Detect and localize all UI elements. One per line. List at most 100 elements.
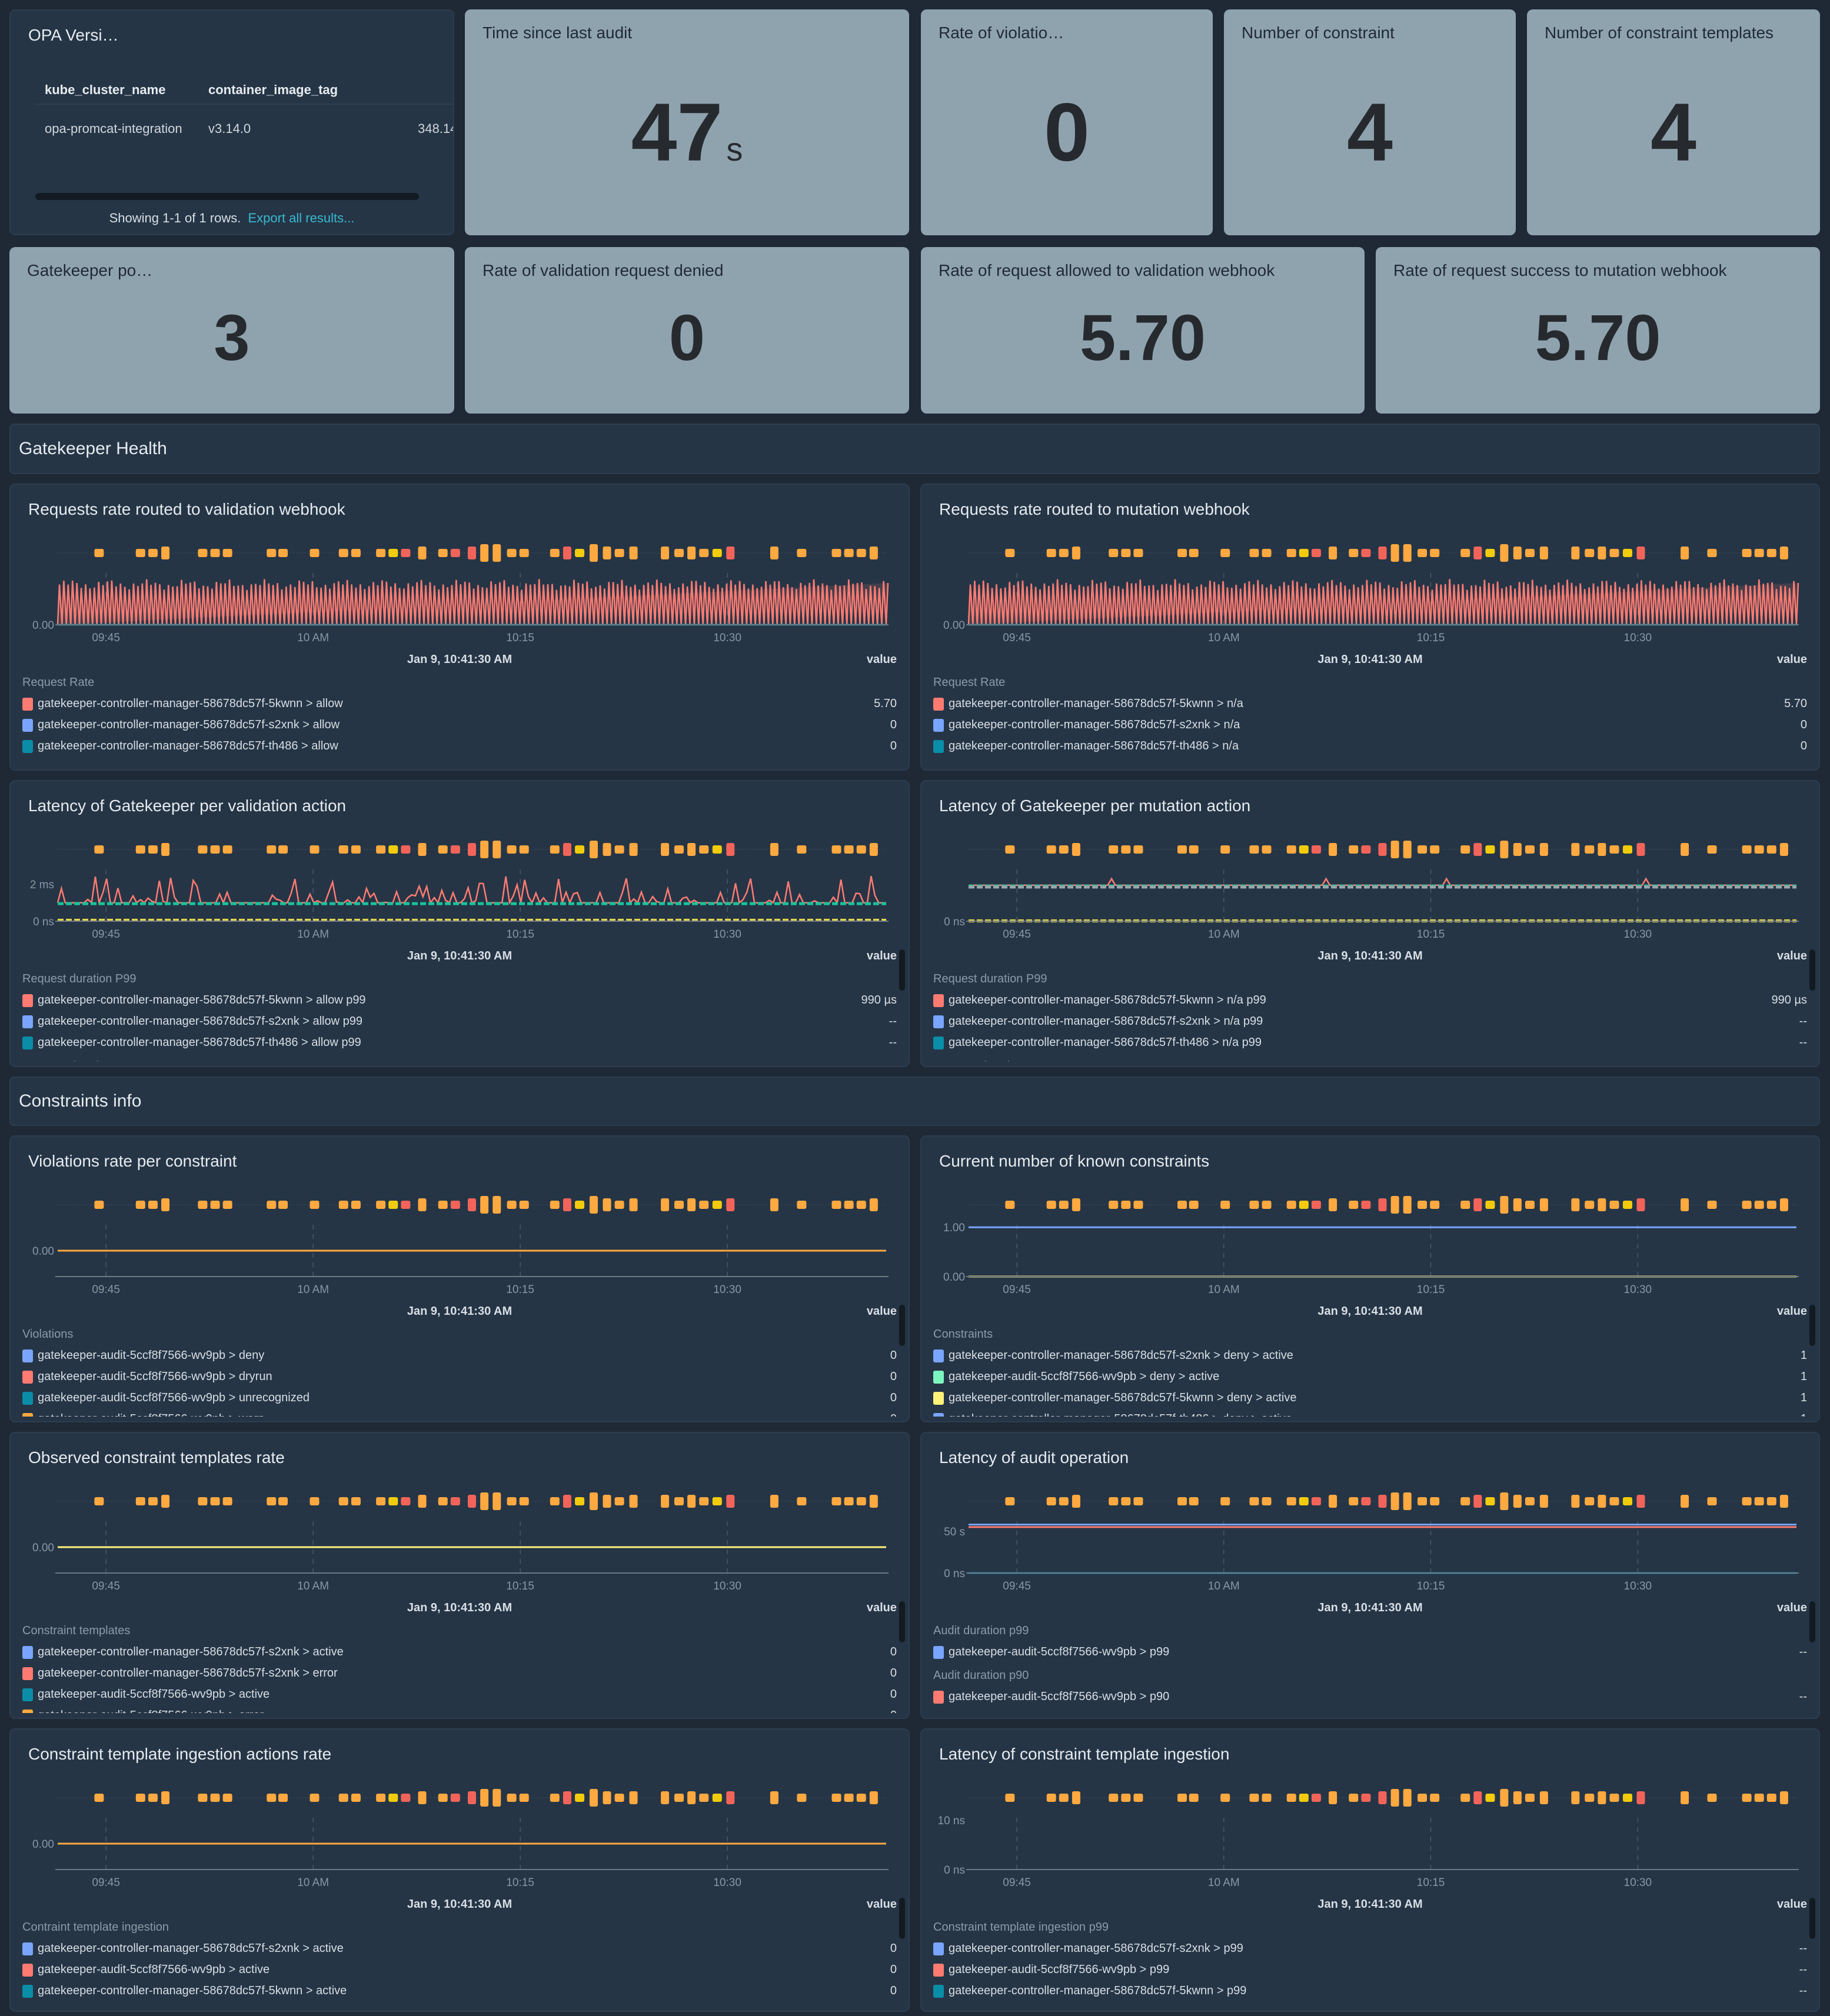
legend-item[interactable]: gatekeeper-controller-manager-58678dc57f… <box>933 1408 1807 1417</box>
annotation-marker <box>1485 549 1495 557</box>
legend-item[interactable]: gatekeeper-audit-5ccf8f7566-wv9pb > p99 -… <box>933 1959 1807 1980</box>
legend-item[interactable]: gatekeeper-controller-manager-58678dc57f… <box>22 1938 897 1959</box>
annotation-marker <box>1622 549 1632 557</box>
legend-item[interactable]: gatekeeper-controller-manager-58678dc57f… <box>933 1032 1807 1053</box>
annotation-marker <box>1361 845 1371 854</box>
legend-scrollbar[interactable] <box>1809 1601 1815 1642</box>
legend-value-header[interactable]: value <box>1776 653 1807 666</box>
legend-item[interactable]: gatekeeper-audit-5ccf8f7566-wv9pb > dryr… <box>22 1366 897 1387</box>
series-color-swatch <box>22 1349 33 1362</box>
legend-item[interactable]: gatekeeper-audit-5ccf8f7566-wv9pb > acti… <box>22 1684 897 1705</box>
legend-scrollbar[interactable] <box>899 1305 905 1346</box>
legend-item[interactable]: gatekeeper-controller-manager-58678dc57f… <box>933 1387 1807 1408</box>
annotation-marker <box>726 1198 735 1211</box>
legend-scrollbar[interactable] <box>899 949 905 991</box>
legend-value-header[interactable]: value <box>1776 1305 1807 1318</box>
legend-item[interactable]: gatekeeper-controller-manager-58678dc57f… <box>22 714 897 735</box>
legend-scrollbar[interactable] <box>899 1898 905 1939</box>
legend[interactable]: Jan 9, 10:41:30 AM value Constraints gateke… <box>933 1301 1807 1417</box>
legend-item[interactable]: gatekeeper-audit-5ccf8f7566-wv9pb > deny… <box>933 1366 1807 1387</box>
series-color-swatch <box>22 1688 33 1701</box>
legend[interactable]: Jan 9, 10:41:30 AM value Request Rate gatek… <box>933 649 1807 765</box>
y-tick-label: 1.00 <box>943 1222 965 1234</box>
annotation-marker <box>844 549 854 557</box>
column-header-container-image-tag[interactable]: container_image_tag <box>208 82 338 97</box>
legend-scrollbar[interactable] <box>1809 1305 1815 1346</box>
legend-item[interactable]: gatekeeper-controller-manager-58678dc57f… <box>22 1641 897 1662</box>
legend[interactable]: Jan 9, 10:41:30 AM value Constraint templa… <box>22 1598 897 1713</box>
legend-item[interactable]: gatekeeper-controller-manager-58678dc57f… <box>933 1345 1807 1366</box>
legend-item[interactable]: gatekeeper-audit-5ccf8f7566-wv9pb > warn… <box>22 1408 897 1417</box>
export-all-results-link[interactable]: Export all results... <box>248 211 355 225</box>
section-gatekeeper-health[interactable]: Gatekeeper Health <box>9 424 1820 474</box>
legend-item[interactable]: gatekeeper-controller-manager-58678dc57f… <box>933 714 1807 735</box>
legend-item[interactable]: gatekeeper-controller-manager-58678dc57f… <box>933 1980 1807 2001</box>
legend-item[interactable]: gatekeeper-controller-manager-58678dc57f… <box>933 2001 1807 2006</box>
legend[interactable]: Jan 9, 10:41:30 AM value Request duration … <box>22 946 897 1061</box>
annotation-marker <box>1418 549 1428 557</box>
legend-item[interactable]: gatekeeper-audit-5ccf8f7566-wv9pb > unre… <box>22 1387 897 1408</box>
chart-plot: 09:45 10 AM 10:15 10:30 2 ms 0 ns <box>30 841 889 941</box>
legend[interactable]: Jan 9, 10:41:30 AM value Constraint templa… <box>933 1894 1807 2006</box>
legend-item-label: gatekeeper-audit-5ccf8f7566-wv9pb > p99 <box>949 1963 1170 1976</box>
legend-timestamp: Jan 9, 10:41:30 AM <box>407 949 513 962</box>
legend-value-header[interactable]: value <box>866 1898 897 1911</box>
legend-group-title: Request duration P90 <box>933 1055 1807 1061</box>
legend[interactable]: Jan 9, 10:41:30 AM value Contraint templat… <box>22 1894 897 2006</box>
legend-item[interactable]: gatekeeper-controller-manager-58678dc57f… <box>933 1011 1807 1032</box>
annotation-marker <box>1121 845 1131 854</box>
legend-value-header[interactable]: value <box>866 1305 897 1318</box>
legend-value-header[interactable]: value <box>1776 1898 1807 1911</box>
legend-item[interactable]: gatekeeper-audit-5ccf8f7566-wv9pb > deny… <box>22 1345 897 1366</box>
annotation-marker <box>1539 547 1548 559</box>
legend-item[interactable]: gatekeeper-controller-manager-58678dc57f… <box>22 1980 897 2001</box>
legend-item[interactable]: gatekeeper-controller-manager-58678dc57f… <box>933 1938 1807 1959</box>
legend-item[interactable]: gatekeeper-controller-manager-58678dc57f… <box>22 1011 897 1032</box>
stat-mutation-success-rate: Rate of request success to mutation webh… <box>1376 247 1820 414</box>
legend-item[interactable]: gatekeeper-audit-5ccf8f7566-wv9pb > p99 -… <box>933 1641 1807 1662</box>
legend[interactable]: Jan 9, 10:41:30 AM value Violations gatekee… <box>22 1301 897 1417</box>
legend-value-header[interactable]: value <box>1776 1601 1807 1614</box>
legend-scrollbar[interactable] <box>1809 949 1815 991</box>
horizontal-scrollbar[interactable] <box>35 193 419 200</box>
legend-item[interactable]: gatekeeper-controller-manager-58678dc57f… <box>933 693 1807 714</box>
legend-item[interactable]: gatekeeper-controller-manager-58678dc57f… <box>22 1662 897 1684</box>
legend-value-header[interactable]: value <box>866 949 897 962</box>
legend-timestamp: Jan 9, 10:41:30 AM <box>1317 653 1423 666</box>
legend-value-header[interactable]: value <box>866 653 897 666</box>
section-constraints-info[interactable]: Constraints info <box>9 1077 1820 1126</box>
legend-item[interactable]: gatekeeper-controller-manager-58678dc57f… <box>22 693 897 714</box>
legend-item[interactable]: gatekeeper-controller-manager-58678dc57f… <box>933 735 1807 757</box>
legend-header: Jan 9, 10:41:30 AM value <box>933 1301 1807 1321</box>
annotation-marker <box>222 549 232 557</box>
annotation-marker <box>438 1794 448 1802</box>
legend-item-label: gatekeeper-audit-5ccf8f7566-wv9pb > deny <box>38 1349 265 1362</box>
legend-item[interactable]: gatekeeper-controller-manager-58678dc57f… <box>22 735 897 757</box>
annotation-marker <box>1766 1201 1776 1209</box>
stat-title: Rate of validation request denied <box>483 261 724 279</box>
annotation-marker <box>480 544 489 562</box>
legend-scrollbar[interactable] <box>1809 1898 1815 1939</box>
annotation-marker <box>198 1497 208 1505</box>
legend[interactable]: Jan 9, 10:41:30 AM value Audit duration p9… <box>933 1598 1807 1713</box>
panel-title: Requests rate routed to mutation webhook <box>939 500 1250 518</box>
legend-item[interactable]: gatekeeper-controller-manager-58678dc57f… <box>22 989 897 1011</box>
legend-value-header[interactable]: value <box>1776 949 1807 962</box>
legend-item[interactable]: gatekeeper-controller-manager-58678dc57f… <box>22 1032 897 1053</box>
legend[interactable]: Jan 9, 10:41:30 AM value Request duration … <box>933 946 1807 1061</box>
legend[interactable]: Jan 9, 10:41:30 AM value Request Rate gatek… <box>22 649 897 765</box>
x-tick-label: 10 AM <box>1208 1580 1240 1592</box>
legend-item[interactable]: gatekeeper-controller-manager-58678dc57f… <box>22 2001 897 2006</box>
legend-scrollbar[interactable] <box>899 1601 905 1642</box>
annotation-marker <box>1473 547 1482 559</box>
legend-item[interactable]: gatekeeper-audit-5ccf8f7566-wv9pb > erro… <box>22 1705 897 1713</box>
column-header-kube-cluster-name[interactable]: kube_cluster_name <box>45 82 166 97</box>
legend-item[interactable]: gatekeeper-controller-manager-58678dc57f… <box>933 989 1807 1011</box>
legend-item[interactable]: gatekeeper-audit-5ccf8f7566-wv9pb > acti… <box>22 1959 897 1980</box>
x-tick-label: 10:30 <box>1624 1580 1652 1592</box>
annotation-marker <box>1378 547 1387 559</box>
legend-value-header[interactable]: value <box>866 1601 897 1614</box>
annotation-marker <box>278 1497 288 1505</box>
legend-item-label: gatekeeper-audit-5ccf8f7566-wv9pb > erro… <box>38 1709 264 1713</box>
legend-item[interactable]: gatekeeper-audit-5ccf8f7566-wv9pb > p90 -… <box>933 1686 1807 1707</box>
